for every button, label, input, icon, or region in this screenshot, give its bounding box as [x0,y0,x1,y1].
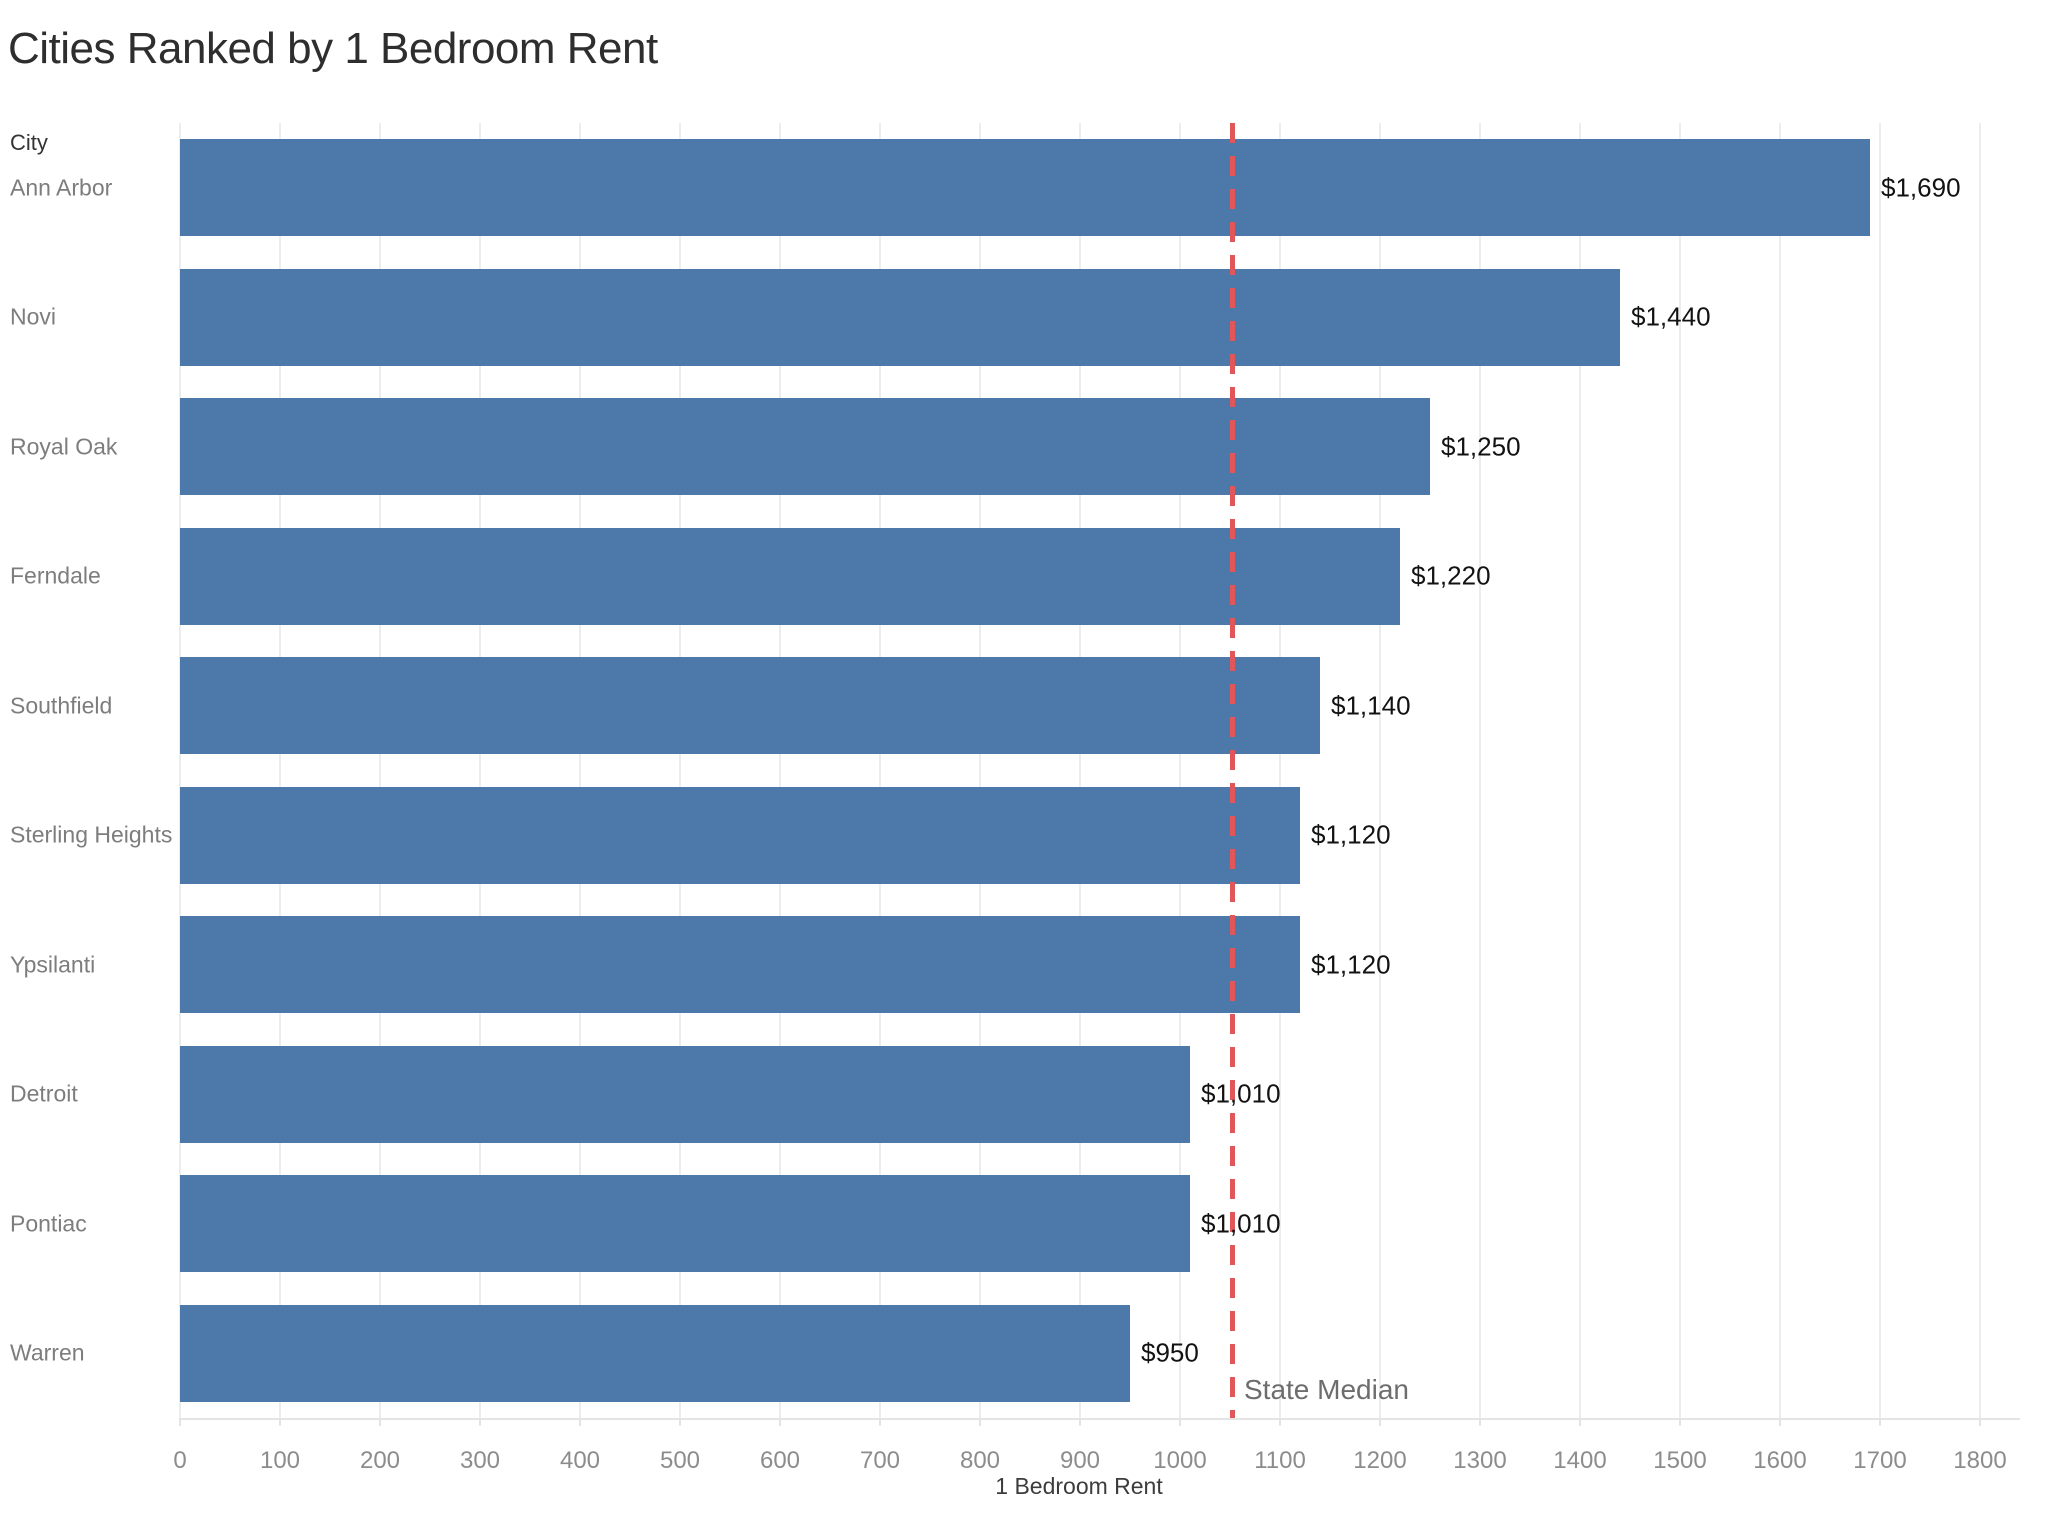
city-label: Ferndale [10,562,101,589]
x-axis-tick [1479,1418,1481,1426]
rent-bar-detroit[interactable] [180,1045,1190,1143]
x-tick-label: 300 [459,1447,501,1474]
gridline [1279,123,1281,1418]
x-axis-tick [479,1418,481,1426]
x-tick-label: 1800 [1953,1447,2007,1474]
x-axis-tick [679,1418,681,1426]
bar-value-label: $1,690 [1881,172,1961,203]
gridline [179,123,181,1418]
bar-value-label: $1,120 [1311,819,1391,850]
gridline [279,123,281,1418]
gridline [779,123,781,1418]
bar-value-label: $1,220 [1411,560,1491,591]
x-tick-label: 600 [759,1447,801,1474]
x-axis-tick [1079,1418,1081,1426]
bar-value-label: $1,440 [1631,301,1711,332]
gridline [679,123,681,1418]
x-tick-label: 400 [559,1447,601,1474]
gridline [1979,123,1981,1418]
x-axis-tick [879,1418,881,1426]
x-axis-tick [279,1418,281,1426]
x-tick-label: 200 [359,1447,401,1474]
x-tick-label: 1400 [1553,1447,1607,1474]
rent-bar-ferndale[interactable] [180,527,1400,625]
x-axis-tick [379,1418,381,1426]
x-tick-label: 1500 [1653,1447,1707,1474]
x-tick-label: 0 [173,1447,187,1474]
city-label: Warren [10,1339,85,1366]
city-label: Southfield [10,692,113,719]
x-axis-line [180,1418,2020,1420]
gridline [1879,123,1881,1418]
rent-bar-warren[interactable] [180,1304,1130,1402]
bar-value-label: $950 [1141,1337,1199,1368]
gridline [1779,123,1781,1418]
x-tick-label: 1100 [1254,1447,1306,1474]
x-axis-tick [1579,1418,1581,1426]
bar-value-label: $1,010 [1201,1078,1281,1109]
x-axis-tick [1679,1418,1681,1426]
rent-bar-sterling-heights[interactable] [180,786,1300,884]
x-axis-tick [779,1418,781,1426]
x-tick-label: 700 [859,1447,901,1474]
gridline [879,123,881,1418]
x-axis-tick [1179,1418,1181,1426]
city-label: Ypsilanti [10,951,96,978]
gridline [1079,123,1081,1418]
x-axis-tick [1279,1418,1281,1426]
gridline [1479,123,1481,1418]
x-axis-tick [179,1418,181,1426]
reference-line-label: State Median [1244,1374,1409,1405]
rent-bar-ann-arbor[interactable] [180,139,1870,237]
x-axis-tick [1379,1418,1381,1426]
x-axis-tick [1779,1418,1781,1426]
rent-bar-southfield[interactable] [180,657,1320,755]
gridline [1579,123,1581,1418]
gridline [479,123,481,1418]
city-label: Detroit [10,1080,78,1107]
gridline [579,123,581,1418]
x-tick-label: 1700 [1853,1447,1907,1474]
x-tick-label: 900 [1059,1447,1101,1474]
bar-value-label: $1,010 [1201,1208,1281,1239]
gridline [979,123,981,1418]
bar-value-label: $1,250 [1441,431,1521,462]
gridline [379,123,381,1418]
x-tick-label: 1200 [1353,1447,1407,1474]
x-axis-title: 1 Bedroom Rent [995,1473,1163,1499]
rent-bar-royal-oak[interactable] [180,398,1430,496]
city-label: Sterling Heights [10,821,173,848]
city-label: Pontiac [10,1210,87,1237]
y-axis-title: City [10,130,48,155]
x-axis-tick [1879,1418,1881,1426]
chart-title: Cities Ranked by 1 Bedroom Rent [8,24,658,73]
city-label: Royal Oak [10,433,118,460]
x-tick-label: 1300 [1453,1447,1507,1474]
x-tick-label: 500 [659,1447,701,1474]
bar-value-label: $1,120 [1311,949,1391,980]
x-axis-tick [579,1418,581,1426]
x-axis-tick [1979,1418,1981,1426]
rent-bar-pontiac[interactable] [180,1175,1190,1273]
x-axis-tick [979,1418,981,1426]
x-tick-label: 800 [959,1447,1001,1474]
city-label: Novi [10,303,57,330]
bar-value-label: $1,140 [1331,690,1411,721]
rent-bar-novi[interactable] [180,268,1620,366]
gridline [1679,123,1681,1418]
rent-bar-ypsilanti[interactable] [180,916,1300,1014]
state-median-reference-line [1230,123,1235,1418]
gridline [1179,123,1181,1418]
x-tick-label: 100 [259,1447,301,1474]
x-tick-label: 1600 [1753,1447,1807,1474]
gridline [1379,123,1381,1418]
x-tick-label: 1000 [1153,1447,1207,1474]
city-label: Ann Arbor [10,174,113,201]
